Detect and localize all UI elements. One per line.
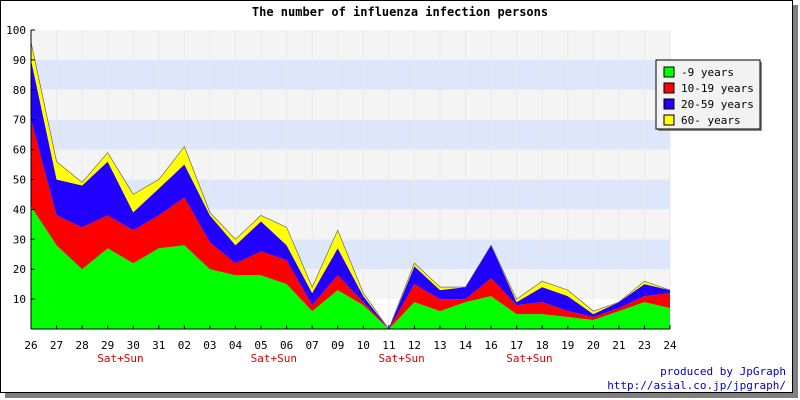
area-60-years <box>31 42 670 329</box>
legend-swatch <box>663 98 675 110</box>
x-tick-label: 24 <box>663 339 677 352</box>
stacked-areas <box>30 41 671 330</box>
x-tick-label: 23 <box>638 339 651 352</box>
y-tick-label: 40 <box>13 203 26 216</box>
legend-label: -9 years <box>681 66 734 79</box>
y-tick-label: 50 <box>13 174 26 187</box>
x-tick-label: 03 <box>203 339 216 352</box>
x-tick-label: 04 <box>229 339 243 352</box>
legend-label: 10-19 years <box>681 82 754 95</box>
x-tick-label: 09 <box>331 339 344 352</box>
x-tick-label: 12 <box>408 339 421 352</box>
y-tick-label: 10 <box>13 293 26 306</box>
legend-label: 20-59 years <box>681 98 754 111</box>
x-tick-label: 26 <box>24 339 37 352</box>
y-tick-label: 30 <box>13 233 26 246</box>
x-tick-label: 05 <box>254 339 267 352</box>
x-tick-label: 29 <box>101 339 114 352</box>
x-tick-label: 10 <box>357 339 370 352</box>
axes: 10 20 30 40 50 60 70 80 90 100 26 27 28 29 30 31 02 03 04 0… <box>6 24 677 365</box>
weekend-label: Sat+Sun <box>378 352 424 365</box>
x-tick-label: 14 <box>459 339 473 352</box>
y-tick-label: 100 <box>6 24 26 37</box>
legend: -9 years 10-19 years 20-59 years 60- years <box>655 59 762 131</box>
grid-band <box>31 30 670 60</box>
x-tick-label: 16 <box>484 339 497 352</box>
x-tick-label: 18 <box>536 339 549 352</box>
y-tick-label: 60 <box>13 144 26 157</box>
weekend-label: Sat+Sun <box>506 352 552 365</box>
grid-band <box>31 89 670 120</box>
x-tick-label: 02 <box>178 339 191 352</box>
x-tick-label: 07 <box>306 339 319 352</box>
x-tick-label: 20 <box>587 339 600 352</box>
legend-swatch <box>663 66 675 78</box>
x-tick-label: 31 <box>152 339 165 352</box>
weekend-label: Sat+Sun <box>97 352 143 365</box>
grid-band <box>31 59 670 90</box>
weekend-label: Sat+Sun <box>251 352 297 365</box>
x-tick-label: 13 <box>433 339 446 352</box>
credit-line-1: produced by JpGraph <box>660 365 786 378</box>
credit-line-2: http://asial.co.jp/jpgraph/ <box>607 379 786 392</box>
area-10-19-years <box>31 119 670 329</box>
legend-swatch <box>663 114 675 126</box>
chart-title: The number of influenza infection person… <box>252 5 548 19</box>
x-tick-label: 11 <box>382 339 395 352</box>
area--9-years <box>31 206 670 329</box>
grid-band <box>31 119 670 150</box>
x-tick-label: 28 <box>75 339 88 352</box>
x-tick-label: 27 <box>50 339 63 352</box>
total-outline <box>30 41 671 330</box>
legend-label: 60- years <box>681 114 741 127</box>
x-tick-label: 06 <box>280 339 293 352</box>
y-tick-label: 20 <box>13 263 26 276</box>
legend-swatch <box>663 82 675 94</box>
x-tick-label: 17 <box>510 339 523 352</box>
grid-band <box>31 149 670 180</box>
y-tick-label: 70 <box>13 114 26 127</box>
x-tick-label: 30 <box>127 339 140 352</box>
y-tick-label: 80 <box>13 84 26 97</box>
y-tick-label: 90 <box>13 54 26 67</box>
x-tick-label: 21 <box>612 339 625 352</box>
area-20-59-years <box>31 59 670 330</box>
x-tick-label: 19 <box>561 339 574 352</box>
